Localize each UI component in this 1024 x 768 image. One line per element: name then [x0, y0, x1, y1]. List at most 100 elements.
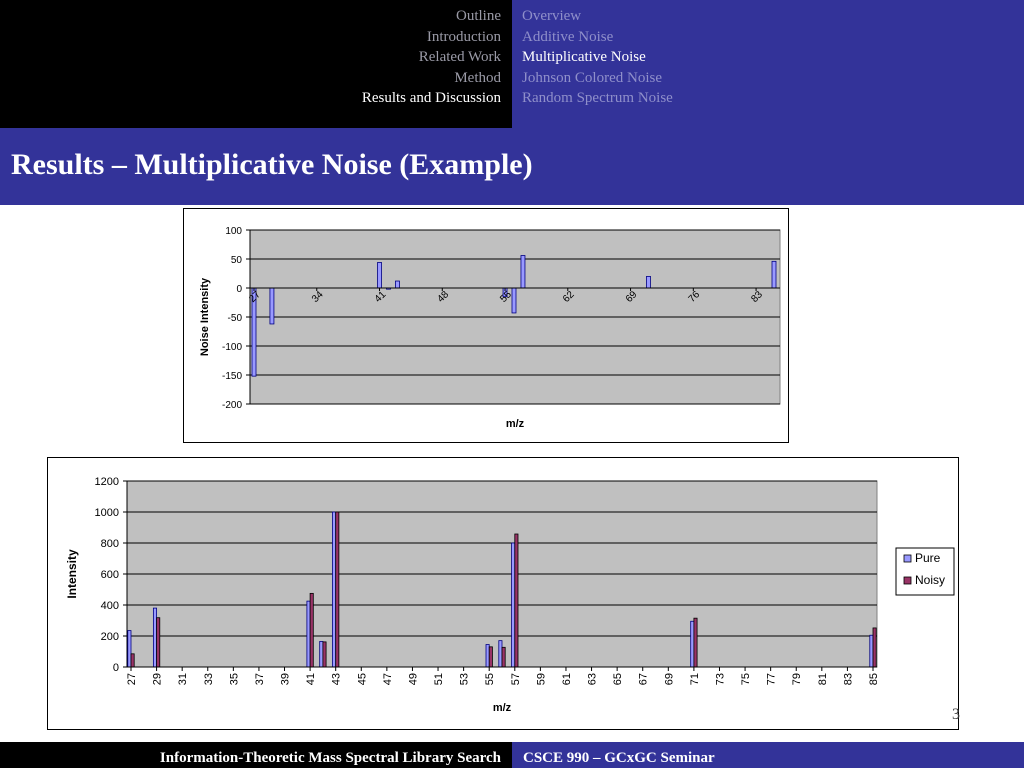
y-tick-label: -50	[228, 313, 243, 324]
x-tick-label: 61	[561, 673, 573, 685]
nav-subsection-overview[interactable]: Overview	[522, 8, 582, 24]
noisy-bar	[872, 627, 877, 668]
nav-subsection-johnson-colored-noise[interactable]: Johnson Colored Noise	[522, 69, 662, 86]
x-tick-label: 55	[484, 673, 496, 685]
y-tick-label: 800	[101, 538, 119, 550]
x-tick-label: 81	[817, 673, 829, 685]
legend: Pure Noisy	[895, 547, 955, 596]
x-tick-label: 33	[203, 673, 215, 685]
nav-section-results[interactable]: Results and Discussion	[361, 90, 501, 106]
y-tick-label: 400	[101, 600, 119, 612]
x-tick-label: 43	[331, 673, 343, 685]
x-tick-label: 77	[766, 673, 778, 685]
slide-title-bar: Results – Multiplicative Noise (Example)	[0, 128, 1024, 205]
noisy-bar	[130, 653, 135, 668]
noise-bar	[395, 280, 400, 289]
page-number: 3	[952, 706, 960, 723]
x-tick-label: 51	[433, 673, 445, 685]
subsection-nav-list: Overview Additive Noise Multiplicative N…	[522, 6, 673, 109]
nav-section-outline[interactable]: Outline	[456, 8, 501, 24]
noise-bar	[520, 255, 526, 289]
y-tick-label: 600	[101, 569, 119, 581]
nav-subsection-additive-noise[interactable]: Additive Noise	[522, 28, 614, 45]
slide-title: Results – Multiplicative Noise (Example)	[11, 148, 533, 181]
noisy-bar	[501, 646, 506, 668]
intensity-chart: 1200 1000 800 600 400 200 0 27 29 31 33 35 37 39 41 43 4…	[65, 476, 955, 714]
x-tick-label: 39	[280, 673, 292, 685]
noise-bar	[646, 276, 651, 289]
legend-swatch-noisy	[903, 576, 912, 585]
pure-bar	[152, 607, 157, 668]
nav-section-method[interactable]: Method	[454, 69, 501, 86]
x-tick-label: 35	[228, 673, 240, 685]
section-nav-list: Outline Introduction Related Work Method…	[362, 6, 501, 109]
header-section-nav: Outline Introduction Related Work Method…	[0, 0, 512, 128]
pure-bar	[690, 620, 695, 668]
noise-bar	[511, 287, 517, 314]
noise-bar	[771, 260, 777, 289]
x-tick-label: 63	[587, 673, 599, 685]
pure-bar	[869, 634, 874, 668]
noise-bar	[377, 262, 382, 289]
x-tick-label: 85	[868, 673, 880, 685]
x-tick-label: 59	[535, 673, 547, 685]
x-axis-label: m/z	[493, 702, 512, 714]
y-tick-label: 50	[231, 255, 243, 266]
x-tick-label: 71	[689, 673, 701, 685]
x-tick-label: 67	[638, 673, 650, 685]
nav-section-related-work[interactable]: Related Work	[418, 49, 501, 65]
noisy-bar	[693, 617, 698, 668]
x-tick-label: 57	[510, 673, 522, 685]
y-tick-label: 1000	[95, 507, 119, 519]
pure-bar	[332, 511, 337, 668]
x-tick-label: 37	[254, 673, 266, 685]
footer-course: CSCE 990 – GCxGC Seminar	[523, 750, 715, 766]
pure-bar	[306, 600, 311, 668]
legend-swatch-pure	[903, 554, 912, 563]
y-tick-label: -150	[222, 371, 242, 382]
nav-subsection-multiplicative-noise[interactable]: Multiplicative Noise	[522, 49, 646, 65]
pure-bar	[319, 641, 324, 668]
x-tick-label: 29	[152, 673, 164, 685]
y-axis-label: Intensity	[65, 549, 79, 599]
x-tick-label: 49	[407, 673, 419, 685]
legend-box	[895, 547, 955, 596]
noise-chart-frame: 100 50 0 -50 -100 -150 -200 27 34 41 48 55 62 69 76 83 m…	[183, 208, 789, 443]
footer-right: CSCE 990 – GCxGC Seminar	[512, 742, 1024, 768]
noisy-bar	[322, 641, 327, 668]
x-tick-label: 65	[612, 673, 624, 685]
x-tick-label: 53	[459, 673, 471, 685]
x-axis-label: m/z	[506, 418, 525, 430]
y-tick-label: 0	[236, 284, 242, 295]
nav-section-introduction[interactable]: Introduction	[426, 28, 501, 45]
noise-bar	[269, 287, 275, 325]
x-tick-label: 41	[305, 673, 317, 685]
x-tick-label: 45	[356, 673, 368, 685]
noisy-bar	[156, 617, 161, 668]
pure-bar	[127, 630, 132, 668]
x-tick-label: 31	[177, 673, 189, 685]
legend-label-pure: Pure	[915, 551, 941, 565]
pure-bar	[511, 542, 516, 668]
nav-subsection-random-spectrum-noise[interactable]: Random Spectrum Noise	[522, 90, 673, 106]
y-tick-label: -200	[222, 400, 242, 411]
legend-label-noisy: Noisy	[915, 573, 945, 587]
x-tick-label: 27	[126, 673, 138, 685]
pure-bar	[485, 644, 490, 668]
noisy-bar	[514, 533, 519, 668]
y-tick-label: 1200	[95, 476, 119, 488]
x-tick-label: 73	[714, 673, 726, 685]
intensity-chart-frame: 1200 1000 800 600 400 200 0 27 29 31 33 35 37 39 41 43 4…	[47, 457, 959, 730]
noisy-bar	[335, 511, 340, 668]
pure-bar	[498, 640, 503, 668]
noisy-bar	[488, 646, 493, 668]
x-tick-label: 69	[663, 673, 675, 685]
x-tick-label: 79	[791, 673, 803, 685]
y-tick-label: 100	[225, 226, 242, 237]
y-tick-label: 0	[113, 662, 119, 674]
footer-left: Information-Theoretic Mass Spectral Libr…	[0, 742, 512, 768]
y-axis-label: Noise Intensity	[199, 277, 211, 356]
x-tick-label: 75	[740, 673, 752, 685]
header-subsection-nav: Overview Additive Noise Multiplicative N…	[512, 0, 1024, 128]
